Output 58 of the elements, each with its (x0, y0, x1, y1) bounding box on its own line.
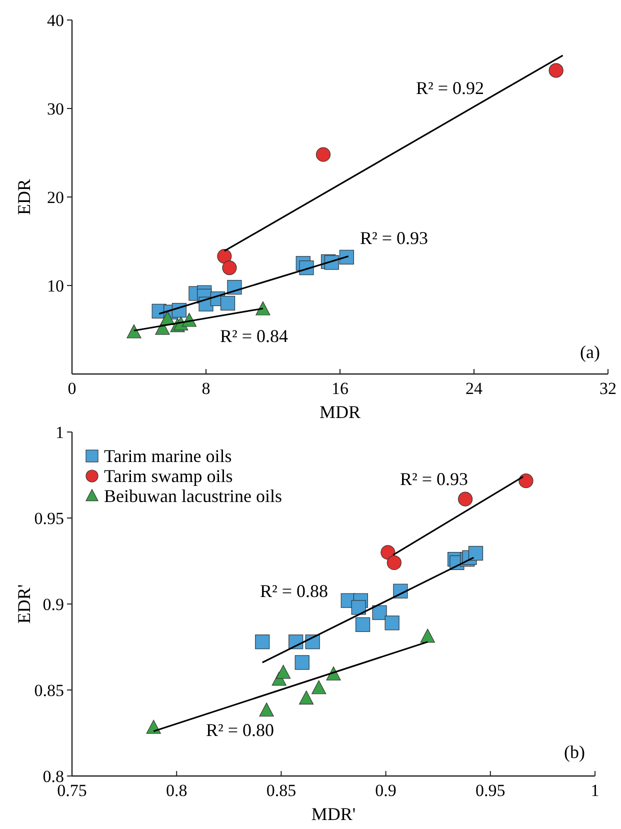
point (255, 634, 270, 650)
x-tick-label: 0.9 (375, 781, 396, 800)
y-tick-label: 0.9 (42, 595, 64, 614)
x-tick-label: 32 (600, 379, 616, 398)
x-tick-label: 0.95 (476, 781, 506, 800)
point (355, 617, 370, 632)
point (458, 492, 473, 506)
x-tick-label: 8 (202, 379, 210, 398)
x-axis-title: MDR (319, 402, 361, 422)
point (380, 545, 396, 560)
annotation: R² = 0.93 (360, 228, 428, 248)
point (420, 628, 435, 643)
point (276, 664, 291, 679)
y-axis-title: EDR (14, 179, 34, 215)
y-axis-title: EDR' (14, 584, 34, 624)
point (372, 605, 387, 620)
legend-label: Tarim swamp oils (104, 466, 233, 486)
y-tick-label: 40 (47, 11, 64, 30)
point (259, 702, 274, 717)
legend-label: Beibuwan lacustrine oils (104, 486, 282, 506)
x-tick-label: 0 (68, 379, 76, 398)
point (299, 690, 314, 704)
point (220, 296, 236, 310)
annotation: (a) (580, 342, 600, 362)
annotation: R² = 0.84 (220, 326, 288, 346)
x-axis-title: MDR' (311, 804, 356, 824)
y-tick-label: 0.85 (34, 681, 64, 700)
point (256, 301, 270, 316)
point (312, 680, 326, 694)
point (126, 324, 142, 338)
point (518, 474, 534, 488)
legend-label: Tarim marine oils (104, 446, 232, 466)
x-tick-label: 0.8 (166, 781, 188, 800)
y-tick-label: 1 (56, 423, 64, 442)
point (384, 616, 400, 630)
x-tick-label: 16 (332, 379, 348, 398)
point (316, 147, 331, 162)
x-tick-label: 24 (466, 379, 483, 398)
y-tick-label: 0.95 (34, 509, 64, 528)
point (222, 260, 237, 276)
point (339, 250, 354, 264)
point (146, 720, 161, 734)
annotation: R² = 0.88 (260, 581, 328, 601)
point (217, 248, 232, 264)
point (294, 655, 310, 670)
point (468, 546, 484, 561)
annotation: R² = 0.93 (400, 469, 468, 489)
point (386, 555, 402, 570)
point (548, 63, 564, 78)
x-tick-label: 1 (590, 781, 600, 800)
y-tick-label: 20 (47, 188, 64, 207)
annotation: R² = 0.92 (416, 78, 484, 98)
y-tick-label: 10 (47, 276, 64, 296)
point (351, 600, 366, 615)
annotation: (b) (564, 742, 585, 762)
annotation: R² = 0.80 (206, 720, 274, 740)
y-tick-label: 30 (47, 100, 64, 118)
x-tick-label: 0.85 (266, 781, 296, 800)
